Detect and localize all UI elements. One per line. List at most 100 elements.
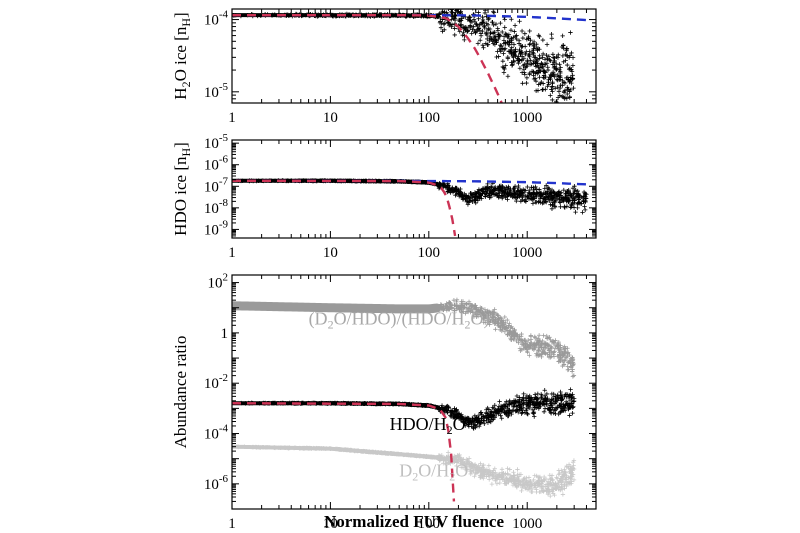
data-point (454, 306, 460, 311)
data-point (508, 47, 514, 53)
data-point (573, 209, 578, 215)
data-point (558, 200, 563, 205)
data-point (445, 306, 451, 311)
data-point (485, 36, 490, 42)
data-point (449, 17, 454, 22)
data-point (449, 22, 455, 27)
plot-area (232, 3, 592, 117)
data-point (470, 27, 475, 32)
data-point (530, 201, 536, 206)
model-curve-red (232, 13, 503, 103)
data-point (492, 42, 498, 47)
data-point (502, 314, 507, 320)
data-point (452, 17, 458, 23)
data-point (511, 42, 517, 47)
data-point (523, 396, 529, 401)
data-point (554, 54, 559, 60)
data-point (480, 14, 485, 20)
data-point (478, 33, 484, 38)
data-point (500, 29, 505, 35)
data-point (543, 345, 548, 350)
data-point (516, 474, 522, 479)
data-point (466, 424, 472, 429)
data-point (478, 410, 484, 415)
data-point (548, 408, 553, 413)
data-point (510, 332, 516, 337)
data-point (473, 194, 478, 199)
data-point (495, 475, 501, 480)
data-point (538, 399, 543, 405)
data-point (532, 341, 537, 346)
data-point (448, 303, 454, 308)
data-point (463, 311, 468, 316)
data-point (454, 299, 459, 305)
data-point (544, 489, 549, 494)
data-point (551, 410, 556, 416)
data-point (548, 476, 553, 482)
data-point (512, 482, 518, 488)
data-point (572, 198, 577, 203)
data-point (480, 28, 485, 34)
data-point (570, 374, 576, 379)
data-point (458, 18, 464, 23)
data-point (525, 401, 530, 407)
data-point (445, 189, 450, 195)
data-point (547, 335, 552, 340)
data-point (526, 475, 532, 480)
data-point (563, 113, 567, 117)
data-point (452, 406, 457, 411)
data-point (552, 483, 557, 488)
data-point (561, 352, 566, 358)
data-point (460, 33, 465, 38)
data-point (527, 187, 533, 193)
data-point (454, 458, 460, 464)
data-point (470, 310, 476, 315)
data-point (557, 471, 562, 476)
data-point (520, 81, 525, 86)
data-point (570, 405, 576, 410)
data-point (522, 31, 528, 36)
data-point (538, 395, 544, 400)
data-point (446, 186, 451, 192)
data-point (549, 339, 555, 345)
data-point (509, 411, 514, 417)
data-point (509, 192, 514, 197)
data-point (474, 191, 479, 196)
data-point (525, 411, 531, 417)
data-point (489, 185, 494, 190)
data-point (488, 412, 493, 418)
data-point (484, 190, 489, 196)
data-point (540, 81, 546, 86)
data-point (523, 477, 529, 483)
data-point (553, 99, 559, 103)
data-point (480, 474, 485, 480)
data-point (456, 189, 461, 195)
data-point (565, 85, 570, 90)
data-point (570, 76, 575, 81)
data-point (500, 189, 505, 194)
data-point (582, 207, 588, 213)
data-point (522, 51, 528, 57)
data-point (472, 303, 478, 308)
data-point (560, 53, 566, 59)
data-point (561, 59, 566, 65)
y-tick-label: 10-8 (204, 197, 229, 217)
data-point (497, 34, 502, 39)
data-point (554, 475, 559, 480)
data-point (564, 204, 570, 209)
data-point (494, 311, 500, 317)
data-point (565, 75, 571, 80)
data-point (484, 21, 489, 26)
data-point (583, 196, 589, 201)
data-point (472, 422, 477, 427)
data-point (453, 414, 458, 419)
data-point (569, 202, 574, 208)
data-point (551, 407, 557, 412)
data-point (524, 411, 530, 416)
data-point (463, 3, 467, 7)
data-point (454, 407, 459, 412)
data-point (503, 31, 508, 37)
data-point (566, 104, 570, 108)
data-point (518, 51, 523, 57)
